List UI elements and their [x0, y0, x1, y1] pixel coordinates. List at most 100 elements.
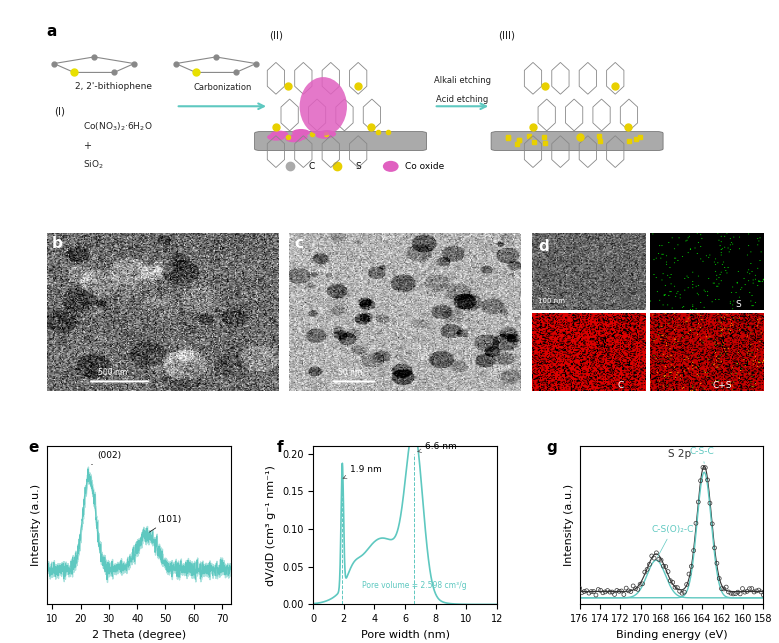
Point	[710, 558, 723, 568]
Point	[650, 548, 663, 558]
Point	[639, 567, 651, 577]
Point	[713, 574, 725, 584]
Point	[741, 586, 753, 597]
Text: S: S	[735, 300, 741, 309]
Text: S: S	[355, 162, 361, 171]
Point	[622, 586, 635, 596]
Y-axis label: dV/dD (cm³ g⁻¹ nm⁻¹): dV/dD (cm³ g⁻¹ nm⁻¹)	[266, 465, 277, 586]
Ellipse shape	[267, 134, 285, 141]
Text: d: d	[538, 239, 548, 254]
Point	[757, 590, 770, 600]
Point	[689, 518, 702, 529]
Text: C+S: C+S	[713, 381, 732, 390]
Point	[580, 586, 593, 596]
Point	[625, 586, 637, 597]
Point	[675, 588, 688, 599]
Point	[755, 587, 767, 597]
Point	[604, 587, 616, 597]
Point	[682, 569, 695, 579]
Point	[606, 587, 619, 597]
Text: C-S(O)₂-C: C-S(O)₂-C	[651, 525, 693, 557]
Text: c: c	[294, 236, 303, 251]
Text: 50 nm: 50 nm	[338, 368, 362, 377]
Point	[701, 475, 714, 485]
Point	[587, 586, 600, 597]
Text: b: b	[51, 236, 62, 251]
Ellipse shape	[290, 133, 308, 140]
Text: (III): (III)	[499, 30, 515, 41]
Text: C: C	[617, 381, 623, 390]
Point	[592, 584, 605, 595]
Point	[611, 585, 623, 595]
Point	[573, 583, 586, 593]
Text: C: C	[308, 162, 315, 171]
Point	[632, 584, 644, 595]
Point	[608, 589, 621, 599]
FancyBboxPatch shape	[491, 132, 663, 150]
Ellipse shape	[318, 131, 336, 138]
X-axis label: Pore width (nm): Pore width (nm)	[361, 629, 449, 640]
Ellipse shape	[315, 132, 333, 139]
Point	[727, 589, 739, 599]
Text: 2, 2'-bithiophene: 2, 2'-bithiophene	[76, 82, 153, 91]
Point	[674, 586, 686, 597]
Text: S 2p: S 2p	[668, 449, 691, 459]
Point	[699, 462, 711, 473]
Point	[708, 543, 721, 553]
Point	[662, 566, 675, 577]
Point	[667, 577, 679, 588]
Text: Pore volume = 2.598 cm³/g: Pore volume = 2.598 cm³/g	[362, 581, 467, 590]
Point	[696, 462, 709, 473]
Point	[706, 519, 718, 529]
Text: (101): (101)	[150, 514, 182, 532]
Point	[729, 588, 742, 599]
Point	[599, 587, 612, 597]
Point	[578, 586, 590, 597]
Point	[634, 579, 647, 590]
Point	[653, 554, 665, 565]
Text: Alkali etching: Alkali etching	[434, 75, 491, 84]
Point	[583, 588, 595, 598]
Point	[627, 581, 640, 591]
Text: (I): (I)	[54, 106, 65, 116]
Point	[664, 575, 677, 586]
Point	[671, 583, 684, 593]
Text: g: g	[547, 440, 557, 455]
Text: (002): (002)	[92, 451, 122, 465]
X-axis label: Binding energy (eV): Binding energy (eV)	[615, 629, 728, 640]
Point	[636, 579, 649, 589]
Point	[715, 584, 728, 594]
Point	[648, 553, 661, 563]
Text: e: e	[28, 440, 39, 455]
Text: +: +	[83, 141, 90, 151]
Point	[601, 585, 614, 595]
Text: SiO$_2$: SiO$_2$	[83, 159, 104, 172]
Point	[620, 583, 633, 593]
Point	[629, 584, 642, 594]
Point	[655, 555, 668, 565]
X-axis label: 2 Theta (degree): 2 Theta (degree)	[92, 629, 185, 640]
Point	[669, 582, 682, 592]
Point	[615, 586, 628, 596]
Text: Co oxide: Co oxide	[405, 162, 444, 171]
Point	[746, 583, 758, 593]
Point	[694, 476, 707, 486]
Point	[703, 498, 716, 509]
Point	[590, 590, 602, 600]
Text: 500 nm: 500 nm	[97, 368, 127, 377]
Point	[597, 588, 609, 598]
Point	[660, 561, 672, 572]
Point	[720, 582, 732, 592]
Point	[687, 545, 700, 556]
Text: Co(NO$_3$)$_2$·6H$_2$O: Co(NO$_3$)$_2$·6H$_2$O	[83, 121, 152, 134]
Point	[594, 585, 607, 595]
Point	[646, 551, 658, 561]
Point	[680, 579, 693, 590]
Text: 6.6 nm: 6.6 nm	[418, 442, 456, 453]
Text: Carbonization: Carbonization	[193, 84, 252, 93]
Text: Acid etching: Acid etching	[436, 95, 488, 104]
Point	[641, 564, 654, 574]
Text: 100 nm: 100 nm	[538, 298, 565, 303]
Point	[585, 586, 597, 597]
Y-axis label: Intensity (a.u.): Intensity (a.u.)	[564, 484, 574, 566]
